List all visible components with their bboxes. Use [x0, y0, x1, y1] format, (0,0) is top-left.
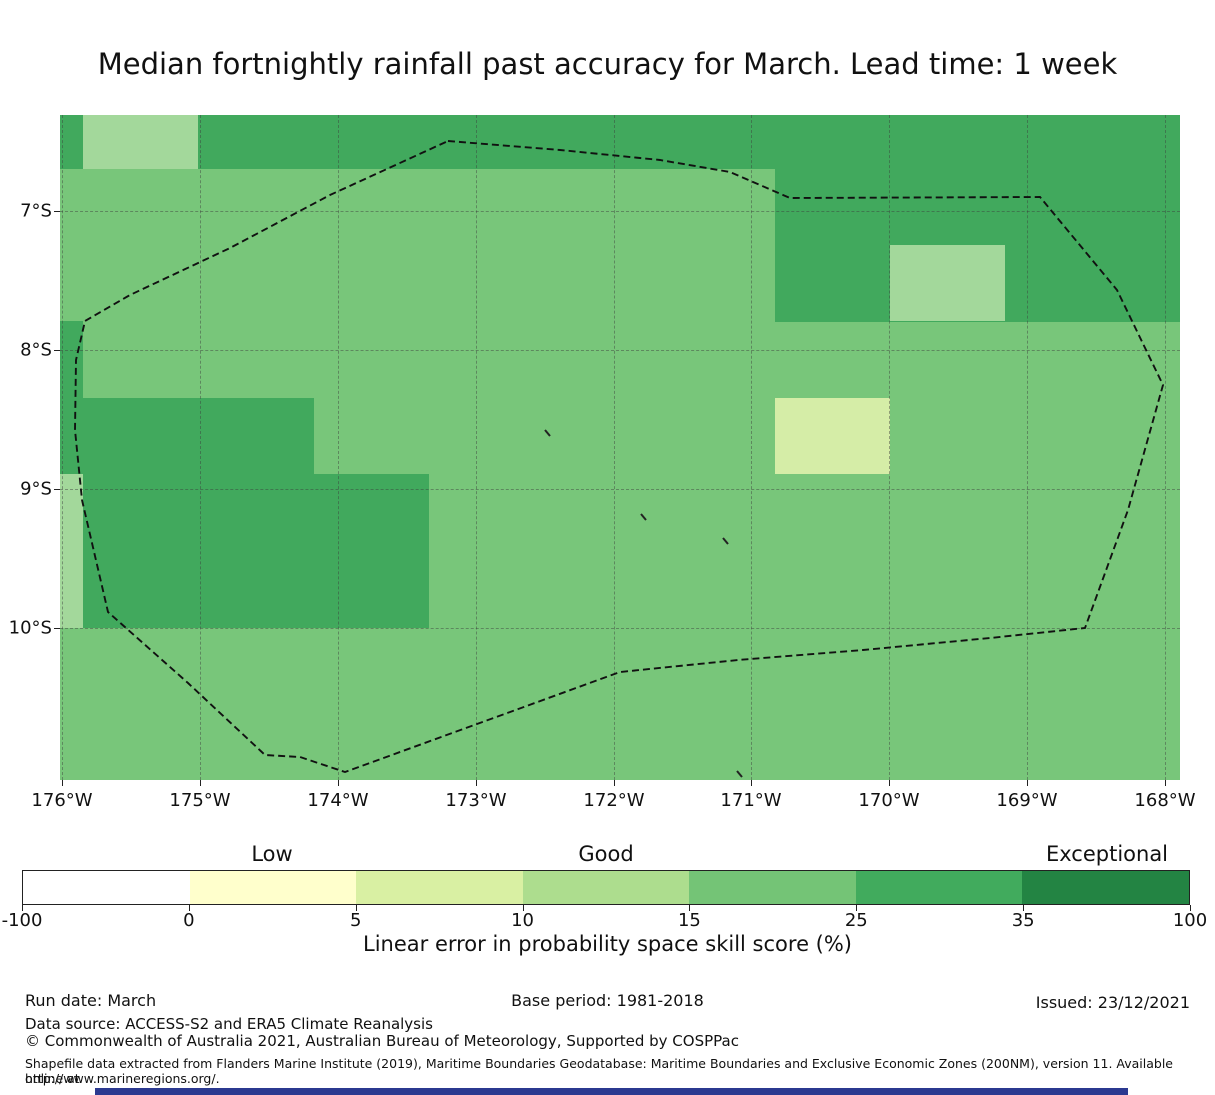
lon-tick-mark [338, 780, 339, 786]
longitude-gridline [1165, 115, 1166, 780]
map-cell [83, 398, 314, 628]
colorbar-tick-label: 35 [1011, 910, 1035, 931]
colorbar-band-label: Exceptional [1045, 842, 1169, 866]
island-mark [544, 429, 551, 437]
lon-tick-label: 172°W [583, 790, 645, 811]
latitude-gridline [60, 489, 1180, 490]
island-mark [736, 770, 743, 778]
map-cell [60, 115, 83, 169]
lon-tick-label: 169°W [996, 790, 1058, 811]
colorbar-segment [1022, 871, 1190, 904]
lon-tick-label: 173°W [445, 790, 507, 811]
longitude-gridline [200, 115, 201, 780]
issued-date-text: Issued: 23/12/2021 [1035, 993, 1190, 1012]
lon-tick-mark [889, 780, 890, 786]
lat-tick-label: 8°S [20, 339, 52, 361]
colorbar-band-label: Low [251, 842, 293, 866]
map-cell [775, 398, 890, 474]
map-cell [60, 321, 83, 474]
colorbar-tick-label: 0 [183, 910, 195, 931]
colorbar-tick-mark [689, 905, 691, 911]
colorbar-tick-mark [522, 905, 524, 911]
lat-tick-mark [54, 211, 60, 212]
map-cell [60, 474, 83, 628]
colorbar-tick-mark [856, 905, 858, 911]
run-date-text: Run date: March [25, 991, 157, 1010]
map-cell [890, 245, 1005, 321]
latitude-gridline [60, 350, 1180, 351]
lon-tick-mark [751, 780, 752, 786]
lat-tick-mark [54, 350, 60, 351]
colorbar-tick-mark [1190, 905, 1191, 911]
latitude-gridline [60, 628, 1180, 629]
colorbar-tick-label: -100 [1, 910, 43, 931]
colorbar-tick-mark [355, 905, 357, 911]
map-cell [314, 474, 429, 628]
colorbar-tick-label: 5 [349, 910, 362, 931]
colorbar-band-label: Good [578, 842, 634, 866]
copyright-text: © Commonwealth of Australia 2021, Austra… [25, 1032, 739, 1050]
colorbar-tick-label: 15 [677, 910, 701, 931]
colorbar-segment [522, 871, 690, 904]
longitude-gridline [476, 115, 477, 780]
lon-tick-label: 174°W [307, 790, 369, 811]
longitude-gridline [338, 115, 339, 780]
lon-tick-mark [62, 780, 63, 786]
lon-tick-mark [200, 780, 201, 786]
lon-tick-label: 168°W [1134, 790, 1196, 811]
colorbar-tick-label: 100 [1172, 910, 1208, 931]
lon-tick-mark [476, 780, 477, 786]
island-mark [722, 537, 729, 545]
colorbar-segment [855, 871, 1023, 904]
map-canvas [60, 115, 1180, 780]
colorbar-segment [356, 871, 523, 904]
colorbar-axis-label: Linear error in probability space skill … [363, 932, 852, 956]
colorbar-segment [23, 871, 190, 904]
colorbar [22, 870, 1190, 905]
lat-tick-label: 9°S [20, 478, 52, 500]
footer-accent-bar [95, 1088, 1128, 1095]
colorbar-segment [689, 871, 856, 904]
shapefile-note-text: Shapefile data extracted from Flanders M… [25, 1056, 1173, 1086]
lat-tick-label: 10°S [8, 617, 52, 639]
colorbar-tick-mark [22, 905, 23, 911]
lon-tick-mark [1027, 780, 1028, 786]
lat-tick-label: 7°S [20, 200, 52, 222]
lon-tick-label: 171°W [720, 790, 782, 811]
shapefile-url-text: http://www.marineregions.org/. [25, 1071, 220, 1086]
lat-tick-mark [54, 628, 60, 629]
latitude-gridline [60, 211, 1180, 212]
colorbar-tick-label: 25 [844, 910, 868, 931]
island-mark [640, 513, 647, 521]
lon-tick-mark [614, 780, 615, 786]
lon-tick-mark [1165, 780, 1166, 786]
longitude-gridline [751, 115, 752, 780]
chart-title: Median fortnightly rainfall past accurac… [97, 47, 1118, 81]
colorbar-tick-mark [188, 905, 190, 911]
lat-tick-mark [54, 489, 60, 490]
longitude-gridline [614, 115, 615, 780]
map-cell [83, 115, 198, 169]
lon-tick-label: 176°W [31, 790, 93, 811]
longitude-gridline [1027, 115, 1028, 780]
lon-tick-label: 175°W [169, 790, 231, 811]
longitude-gridline [889, 115, 890, 780]
longitude-gridline [62, 115, 63, 780]
colorbar-tick-label: 10 [511, 910, 535, 931]
eez-boundary-layer [74, 140, 1165, 778]
map-cell [198, 115, 775, 169]
data-source-text: Data source: ACCESS-S2 and ERA5 Climate … [25, 1015, 433, 1033]
eez-boundary-line [74, 140, 1165, 774]
base-period-text: Base period: 1981-2018 [511, 991, 704, 1010]
colorbar-segment [189, 871, 357, 904]
lon-tick-label: 170°W [858, 790, 920, 811]
colorbar-tick-mark [1023, 905, 1025, 911]
